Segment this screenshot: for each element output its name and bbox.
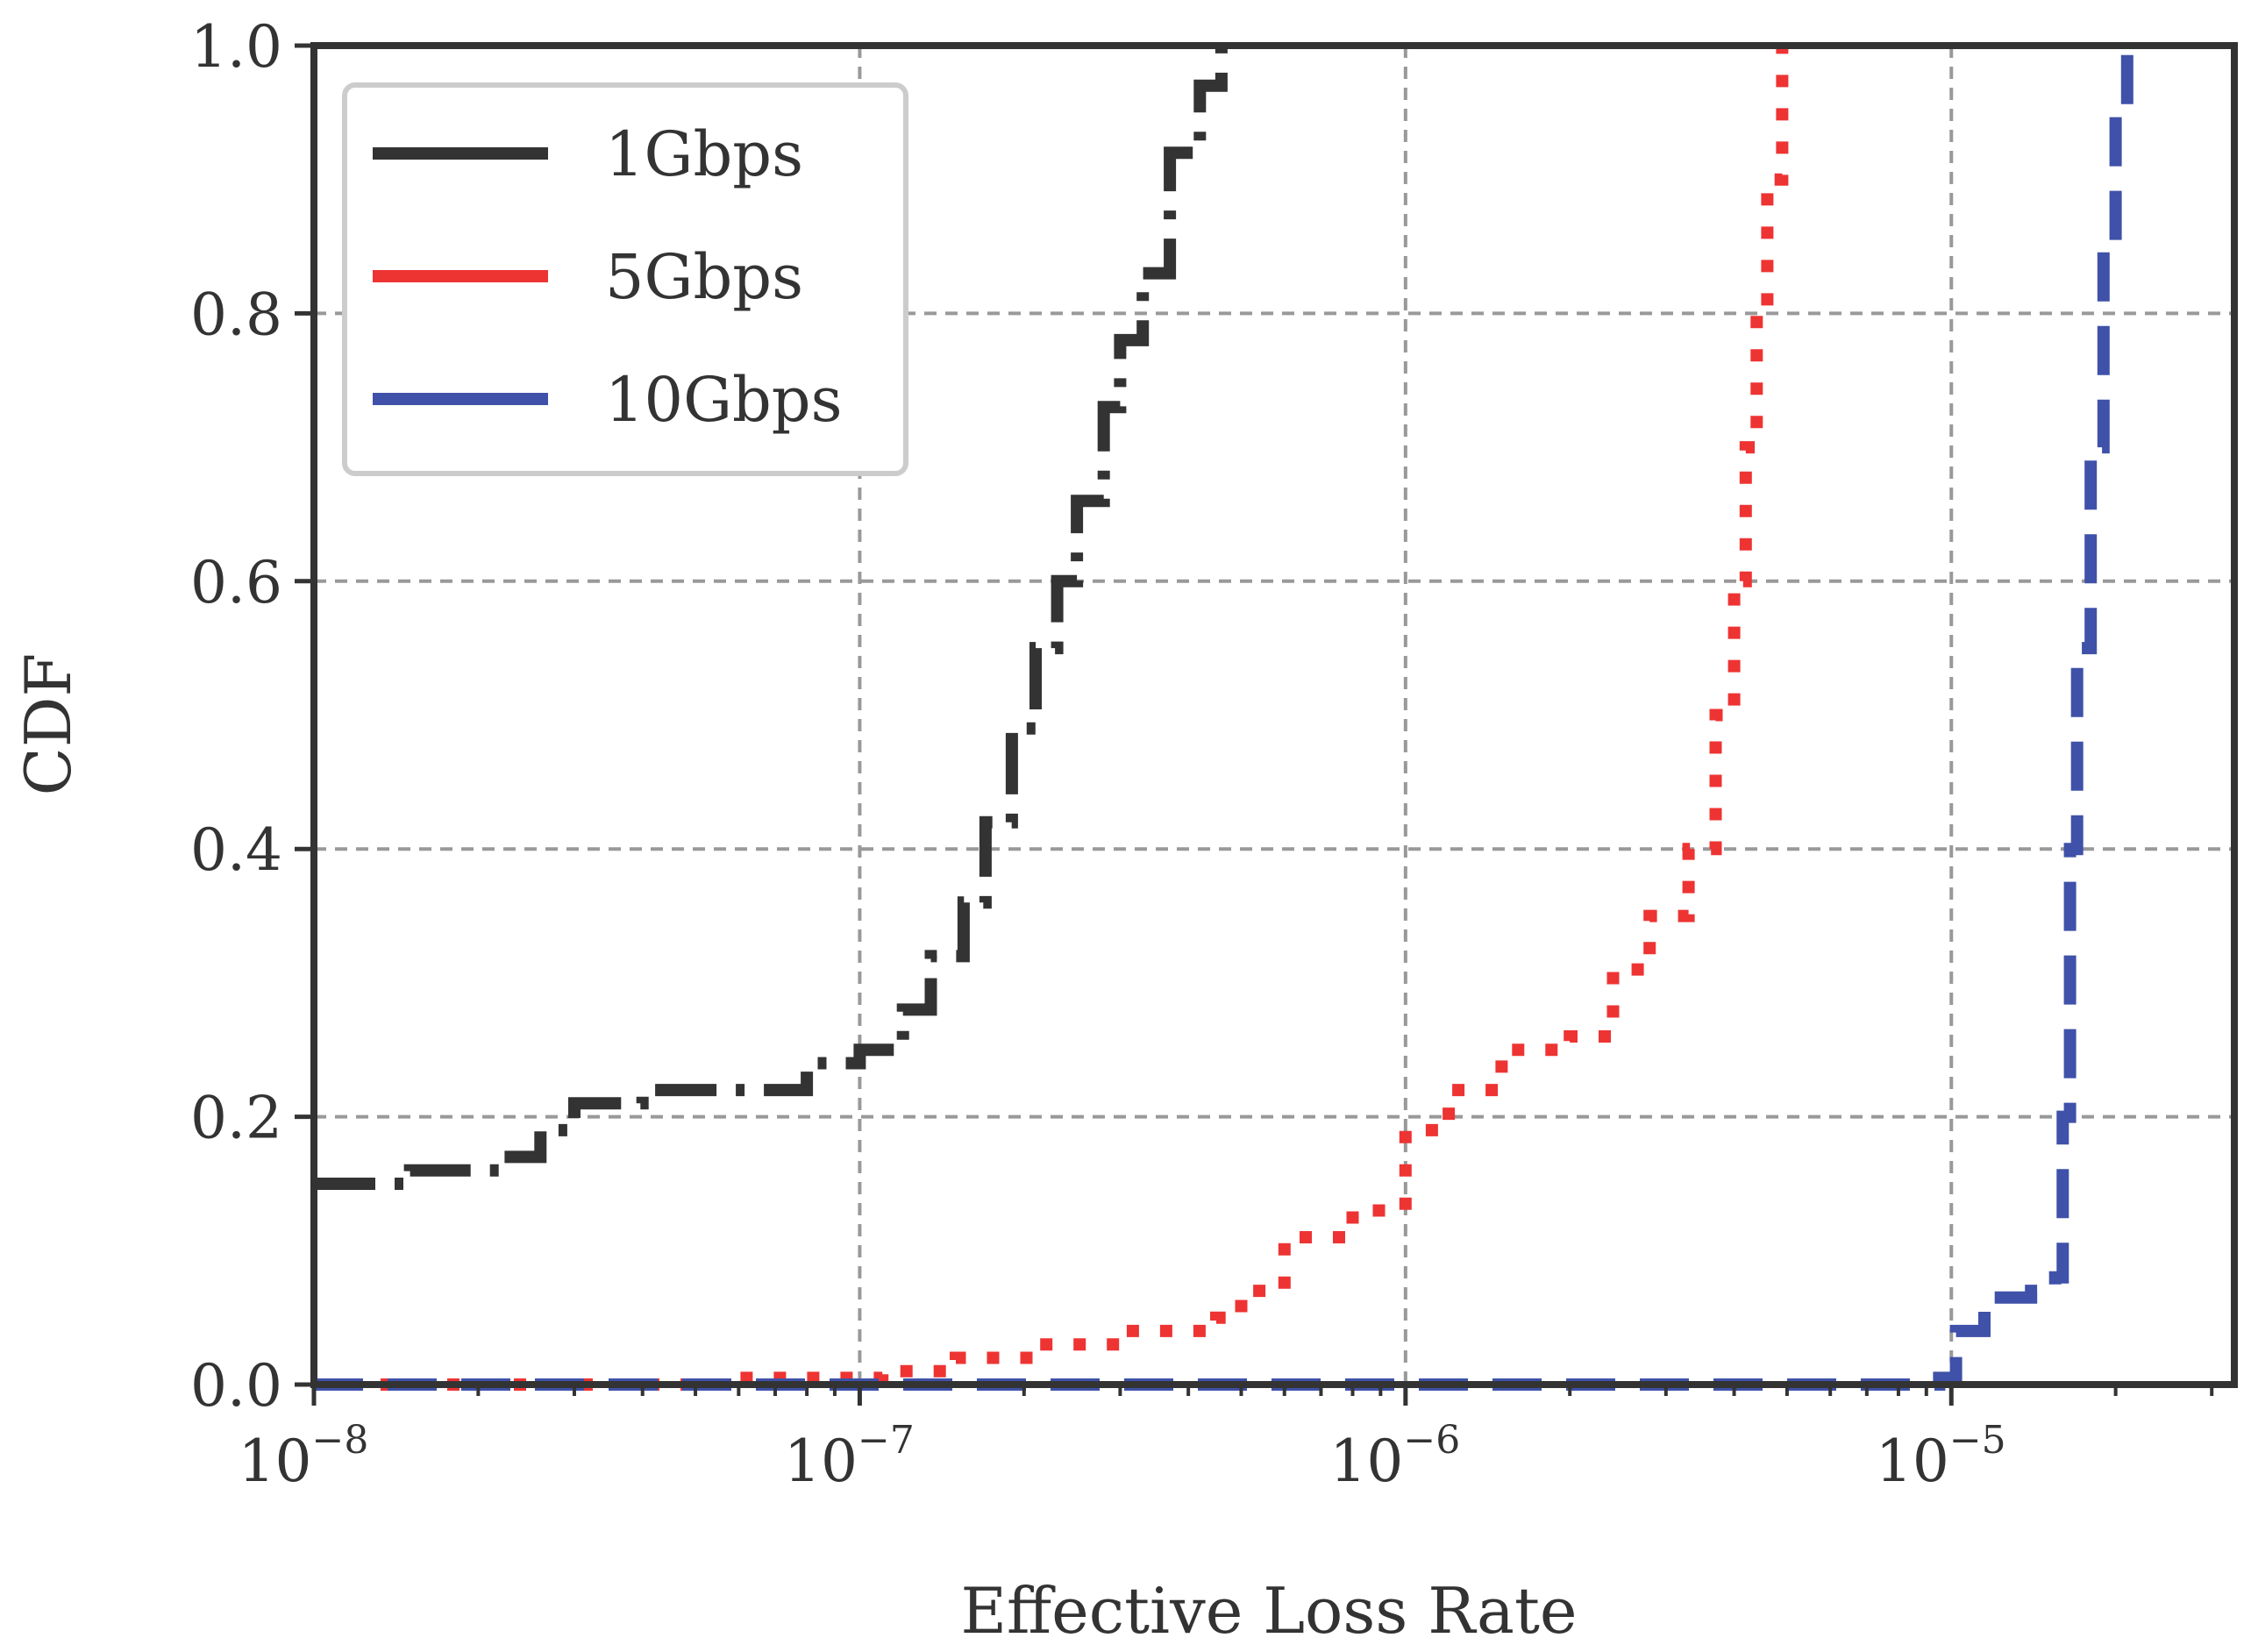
- legend-label-5Gbps: 5Gbps: [605, 241, 803, 313]
- x-tick-label: 10−5: [1876, 1418, 2006, 1495]
- legend-label-10Gbps: 10Gbps: [605, 364, 843, 436]
- x-axis-title: Effective Loss Rate: [960, 1574, 1577, 1648]
- x-tick-label: 10−7: [784, 1418, 915, 1495]
- y-tick-label: 0.6: [190, 549, 282, 616]
- series-5Gbps-line: [314, 46, 1789, 1391]
- legend-label-1Gbps: 1Gbps: [605, 118, 803, 190]
- y-tick-label: 1.0: [190, 13, 282, 81]
- x-tick-label: 10−8: [239, 1418, 369, 1495]
- y-axis-title: CDF: [11, 653, 85, 796]
- y-tick-label: 0.8: [190, 281, 282, 348]
- y-tick-label: 0.4: [190, 816, 282, 884]
- x-tick-label: 10−6: [1329, 1418, 1460, 1495]
- series-layer: [314, 46, 2133, 1391]
- series-10Gbps-line: [314, 46, 2133, 1391]
- series-1Gbps-line: [314, 46, 1228, 1190]
- legend: 1Gbps 5Gbps 10Gbps: [342, 82, 908, 476]
- y-tick-label: 0.2: [190, 1085, 282, 1152]
- y-tick-label: 0.0: [190, 1352, 282, 1420]
- ticks-layer: 0.0 0.2 0.4 0.6 0.8 1.0 10−8 10−7 10−6 10−5: [190, 13, 2214, 1495]
- legend-box: [342, 82, 908, 476]
- plot-frame: [310, 42, 2238, 1388]
